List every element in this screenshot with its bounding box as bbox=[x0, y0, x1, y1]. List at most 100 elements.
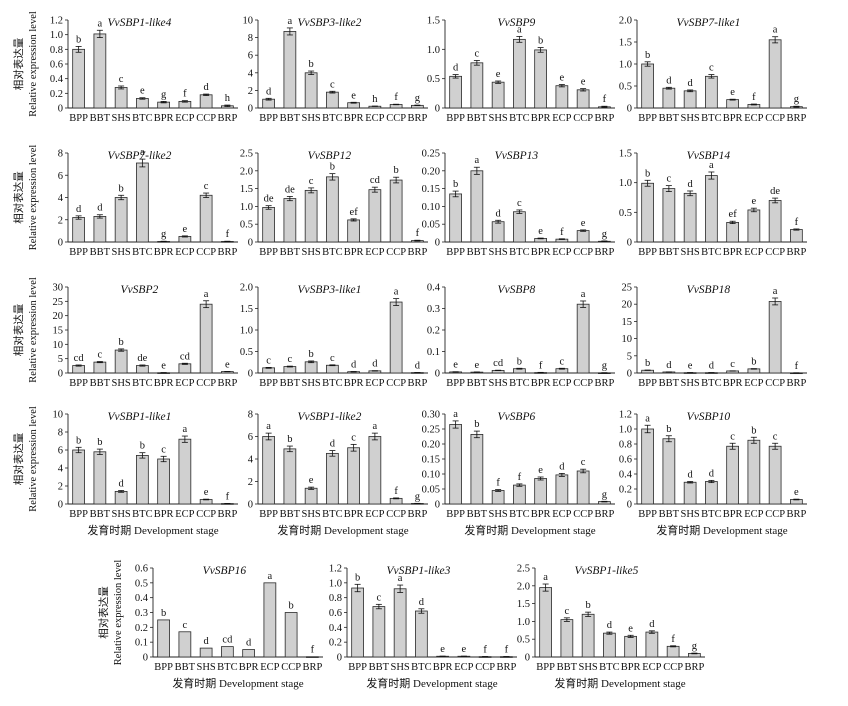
significance-letter: e bbox=[161, 361, 166, 372]
bar bbox=[641, 428, 654, 505]
y-tick-label: 1.0 bbox=[240, 202, 253, 213]
significance-letter: e bbox=[794, 487, 799, 498]
significance-letter: f bbox=[795, 361, 799, 372]
bar bbox=[747, 439, 761, 505]
bar bbox=[368, 189, 382, 243]
y-tick-label: 0.5 bbox=[240, 347, 253, 358]
significance-letter: b bbox=[119, 337, 124, 348]
significance-letter: c bbox=[560, 356, 565, 367]
significance-letter: f bbox=[394, 486, 398, 497]
chart-panel: 0 2 4 6 8 a BPP b BBT e SHS d BTC c BPR a ECP f CCP g BRP VvS… bbox=[248, 410, 428, 537]
x-tick-label: CCP bbox=[386, 247, 406, 258]
x-tick-label: SHS bbox=[301, 113, 320, 124]
x-tick-label: CCP bbox=[573, 247, 593, 258]
x-tick-label: CCP bbox=[573, 378, 593, 389]
y-tick-label: 1.0 bbox=[240, 326, 253, 337]
significance-letter: e bbox=[225, 359, 230, 370]
significance-letter: de bbox=[264, 194, 274, 205]
y-tick-label: 0 bbox=[248, 500, 253, 511]
bar bbox=[560, 619, 574, 658]
x-tick-label: BPP bbox=[259, 247, 278, 258]
chart-panel: 0 0.1 0.2 0.3 0.4 e BPP e BBT cd SHS b BTC f BPR c ECP a C… bbox=[427, 283, 615, 389]
chart-panel: 0 2 4 6 8 10 d BPP a BBT b SHS c BTC e BPR h ECP f CCP g BRP V… bbox=[243, 16, 428, 124]
x-tick-label: BRP bbox=[407, 113, 427, 124]
y-tick-label: 4 bbox=[248, 455, 254, 466]
chart-panel: 0 0.5 1.0 1.5 2.0 c BPP c BBT b SHS c BTC d BPR d ECP a CC… bbox=[240, 283, 428, 389]
chart-panel: 0 0.1 0.2 0.3 0.4 0.5 0.6 b BPP c BBT d SHS cd BTC d BPR… bbox=[97, 560, 323, 690]
chart-panel: 0 0.5 1.0 1.5 d BPP c BBT e SHS a BTC b BPR e ECP e CCP fB… bbox=[427, 16, 615, 124]
y-tick-label: 1.2 bbox=[619, 410, 632, 421]
y-tick-label: 0.25 bbox=[422, 149, 440, 160]
bar bbox=[666, 645, 680, 658]
y-tick-label: 0.6 bbox=[50, 60, 63, 71]
x-axis-label: 发育时期 Development stage bbox=[172, 676, 303, 690]
y-tick-label: 0 bbox=[143, 653, 148, 664]
x-tick-label: ECP bbox=[552, 247, 571, 258]
significance-letter: b bbox=[309, 349, 314, 360]
bar bbox=[470, 62, 484, 109]
x-axis-label: 发育时期 Development stage bbox=[277, 523, 408, 537]
significance-letter: a bbox=[709, 160, 714, 171]
y-tick-label: 6 bbox=[248, 51, 253, 62]
x-tick-label: BTC bbox=[509, 509, 529, 520]
bar bbox=[768, 301, 782, 374]
significance-letter: c bbox=[98, 350, 103, 361]
y-tick-label: 2 bbox=[248, 477, 253, 488]
x-tick-label: SHS bbox=[301, 509, 320, 520]
panel-title: VvSBP2 bbox=[121, 284, 159, 296]
y-tick-label: 0 bbox=[337, 653, 342, 664]
significance-letter: d bbox=[204, 82, 210, 93]
x-tick-label: CCP bbox=[765, 378, 785, 389]
y-tick-label: 0 bbox=[58, 238, 63, 249]
significance-letter: e bbox=[688, 361, 693, 372]
panel-title: VvSBP12 bbox=[308, 150, 352, 162]
x-tick-label: BPR bbox=[154, 247, 174, 258]
panel-title: VvSBP1-like5 bbox=[574, 565, 638, 577]
y-tick-label: 2.0 bbox=[240, 166, 253, 177]
bar bbox=[768, 445, 782, 505]
bar bbox=[114, 87, 128, 109]
bar bbox=[389, 301, 403, 374]
x-tick-label: SHS bbox=[488, 247, 507, 258]
significance-letter: d bbox=[666, 75, 672, 86]
x-tick-label: BPR bbox=[344, 509, 364, 520]
y-tick-label: 5 bbox=[627, 351, 632, 362]
x-tick-label: BTC bbox=[132, 247, 152, 258]
chart-panel: 0 0.2 0.4 0.6 0.8 1.0 1.2 b BPP c BBT a SHS d BTC e BPR e… bbox=[329, 564, 517, 690]
y-tick-label: 0 bbox=[627, 104, 632, 115]
x-tick-label: BRP bbox=[217, 113, 237, 124]
bar bbox=[136, 162, 149, 243]
significance-letter: d bbox=[688, 179, 694, 190]
bar bbox=[304, 487, 318, 505]
significance-letter: cd bbox=[180, 351, 191, 362]
chart-panel: 0 0.2 0.4 0.6 0.8 1.0 1.2 b BPP a BBT c SHS e BTC g BPR f… bbox=[12, 11, 238, 124]
significance-letter: a bbox=[266, 421, 271, 432]
x-tick-label: ECP bbox=[744, 247, 763, 258]
significance-letter: de bbox=[770, 186, 780, 197]
significance-letter: c bbox=[351, 432, 356, 443]
x-tick-label: SHS bbox=[301, 247, 320, 258]
significance-letter: g bbox=[602, 229, 608, 240]
significance-letter: a bbox=[98, 18, 103, 29]
x-tick-label: BBT bbox=[467, 509, 488, 520]
x-tick-label: BRP bbox=[594, 247, 614, 258]
y-tick-label: 2.5 bbox=[517, 564, 530, 575]
y-tick-label: 0.2 bbox=[50, 89, 63, 100]
significance-letter: c bbox=[773, 431, 778, 442]
y-tick-label: 0 bbox=[248, 104, 253, 115]
significance-letter: c bbox=[266, 355, 271, 366]
y-tick-label: 0 bbox=[627, 500, 632, 511]
significance-letter: cd bbox=[74, 353, 85, 364]
x-tick-label: BBT bbox=[659, 247, 680, 258]
x-tick-label: ECP bbox=[175, 247, 194, 258]
x-tick-label: BBT bbox=[467, 378, 488, 389]
chart-panel: 0 0.05 0.10 0.15 0.20 0.25 b BPP a BBT d SHS c BTC e BP… bbox=[422, 149, 615, 258]
y-tick-label: 1.0 bbox=[50, 30, 63, 41]
y-tick-label: 8 bbox=[58, 428, 63, 439]
x-tick-label: BTC bbox=[132, 509, 152, 520]
bar bbox=[178, 631, 192, 658]
x-tick-label: BRP bbox=[217, 247, 237, 258]
bar bbox=[470, 433, 484, 505]
bar bbox=[114, 490, 128, 505]
